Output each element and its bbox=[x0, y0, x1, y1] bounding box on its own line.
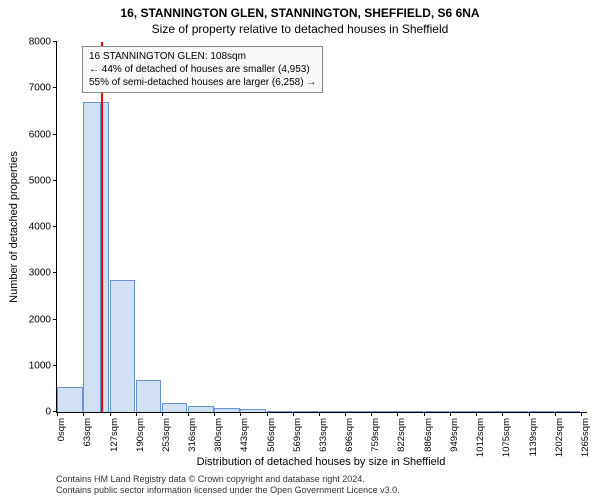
histogram-bar bbox=[57, 387, 83, 412]
histogram-bar bbox=[450, 411, 476, 412]
histogram-bar bbox=[529, 411, 555, 412]
y-tick-mark bbox=[53, 272, 57, 273]
y-tick-label: 1000 bbox=[29, 360, 57, 371]
x-tick-label: 1265sqm bbox=[580, 416, 591, 457]
y-tick-label: 4000 bbox=[29, 222, 57, 233]
x-tick-label: 1075sqm bbox=[501, 416, 512, 457]
x-tick-label: 949sqm bbox=[449, 416, 460, 452]
x-tick-label: 569sqm bbox=[292, 416, 303, 452]
footer-line-1: Contains HM Land Registry data © Crown c… bbox=[56, 474, 400, 485]
histogram-bar bbox=[83, 102, 101, 412]
footer-line-2: Contains public sector information licen… bbox=[56, 485, 400, 496]
y-tick-mark bbox=[53, 226, 57, 227]
x-tick-label: 506sqm bbox=[266, 416, 277, 452]
histogram-bar bbox=[162, 403, 188, 412]
y-tick-mark bbox=[53, 87, 57, 88]
histogram-bar bbox=[110, 280, 136, 412]
x-tick-label: 0sqm bbox=[56, 416, 67, 441]
x-tick-label: 253sqm bbox=[161, 416, 172, 452]
annotation-box: 16 STANNINGTON GLEN: 108sqm← 44% of deta… bbox=[82, 46, 323, 93]
x-tick-label: 127sqm bbox=[109, 416, 120, 452]
histogram-bar bbox=[319, 411, 345, 412]
histogram-bar bbox=[240, 409, 266, 412]
histogram-bar bbox=[502, 411, 528, 412]
property-marker-line bbox=[101, 42, 103, 412]
histogram-bar bbox=[214, 408, 240, 412]
chart-container: 16, STANNINGTON GLEN, STANNINGTON, SHEFF… bbox=[0, 0, 600, 500]
annotation-line-1: 16 STANNINGTON GLEN: 108sqm bbox=[89, 50, 316, 63]
x-tick-label: 1139sqm bbox=[528, 416, 539, 456]
histogram-bar bbox=[476, 411, 502, 412]
x-tick-label: 696sqm bbox=[344, 416, 355, 452]
footer-attribution: Contains HM Land Registry data © Crown c… bbox=[56, 474, 400, 496]
y-tick-label: 8000 bbox=[29, 37, 57, 48]
y-tick-label: 7000 bbox=[29, 83, 57, 94]
x-tick-label: 1012sqm bbox=[475, 416, 486, 457]
histogram-bar bbox=[397, 411, 423, 412]
histogram-bar bbox=[345, 411, 371, 412]
y-tick-mark bbox=[53, 41, 57, 42]
y-tick-mark bbox=[53, 180, 57, 181]
histogram-bar bbox=[424, 411, 450, 412]
x-tick-label: 633sqm bbox=[318, 416, 329, 452]
histogram-bar bbox=[102, 102, 109, 412]
histogram-bar bbox=[293, 411, 319, 412]
x-tick-label: 1202sqm bbox=[554, 416, 565, 457]
x-axis-label: Distribution of detached houses by size … bbox=[56, 456, 586, 468]
histogram-bar bbox=[267, 411, 293, 412]
x-tick-label: 886sqm bbox=[423, 416, 434, 452]
histogram-bar bbox=[555, 411, 581, 412]
x-tick-label: 190sqm bbox=[135, 416, 146, 452]
chart-title-sub: Size of property relative to detached ho… bbox=[0, 22, 600, 36]
y-tick-label: 5000 bbox=[29, 175, 57, 186]
x-tick-label: 380sqm bbox=[213, 416, 224, 452]
y-tick-mark bbox=[53, 319, 57, 320]
x-tick-label: 316sqm bbox=[187, 416, 198, 452]
y-tick-label: 6000 bbox=[29, 129, 57, 140]
x-tick-label: 443sqm bbox=[239, 416, 250, 452]
histogram-bar bbox=[136, 380, 162, 412]
annotation-line-2: ← 44% of detached of houses are smaller … bbox=[89, 63, 316, 76]
y-tick-label: 2000 bbox=[29, 314, 57, 325]
x-tick-label: 822sqm bbox=[396, 416, 407, 452]
chart-title-main: 16, STANNINGTON GLEN, STANNINGTON, SHEFF… bbox=[0, 6, 600, 20]
histogram-bar bbox=[188, 406, 214, 412]
x-tick-label: 759sqm bbox=[370, 416, 381, 452]
y-axis-label: Number of detached properties bbox=[8, 42, 22, 412]
y-tick-mark bbox=[53, 134, 57, 135]
histogram-bar bbox=[371, 411, 397, 412]
plot-area: 0100020003000400050006000700080000sqm63s… bbox=[56, 42, 587, 413]
annotation-line-3: 55% of semi-detached houses are larger (… bbox=[89, 76, 316, 89]
x-tick-label: 63sqm bbox=[82, 416, 93, 447]
y-tick-label: 3000 bbox=[29, 268, 57, 279]
y-tick-mark bbox=[53, 365, 57, 366]
